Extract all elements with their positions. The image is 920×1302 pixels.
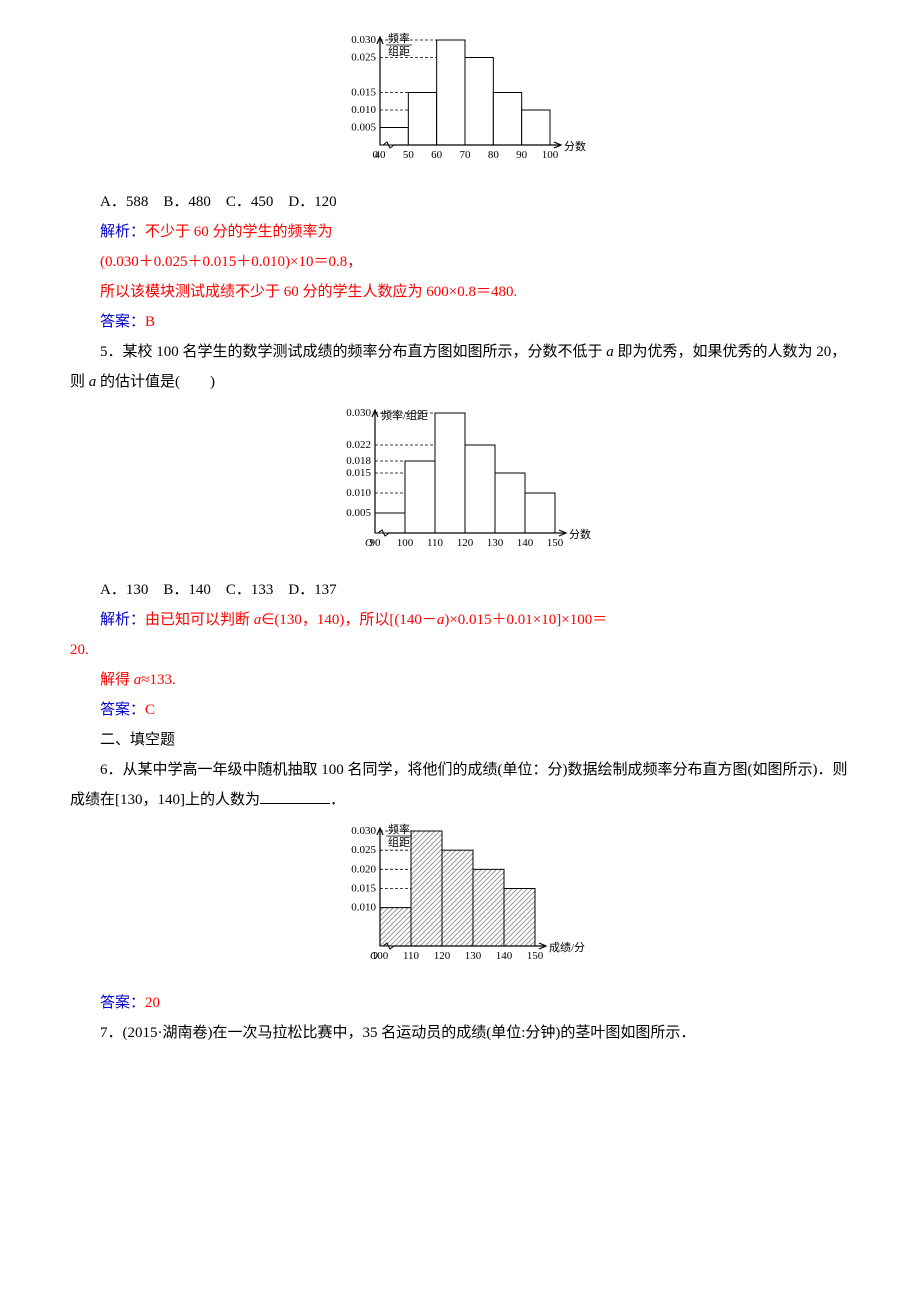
svg-text:0.022: 0.022 xyxy=(346,439,371,451)
explain-text: 由已知可以判断 a∈(130，140)，所以[(140－a)×0.015＋0.0… xyxy=(145,612,607,628)
explain-label: 解析： xyxy=(100,612,145,628)
svg-text:0: 0 xyxy=(373,149,379,161)
svg-text:100: 100 xyxy=(542,149,559,161)
explain-2-line3: 解得 a≈133. xyxy=(70,665,850,695)
svg-text:0.030: 0.030 xyxy=(351,34,376,46)
svg-text:O: O xyxy=(365,537,373,549)
question-6: 6．从某中学高一年级中随机抽取 100 名同学，将他们的成绩(单位：分)数据绘制… xyxy=(70,755,850,815)
chart-3: 0.0100.0150.0200.0250.030100110120130140… xyxy=(70,821,850,982)
svg-text:0.030: 0.030 xyxy=(346,407,371,419)
section-2-title: 二、填空题 xyxy=(70,725,850,755)
svg-text:0.015: 0.015 xyxy=(346,467,371,479)
svg-text:50: 50 xyxy=(403,149,415,161)
answer-label: 答案： xyxy=(100,995,145,1011)
svg-text:0.005: 0.005 xyxy=(351,122,376,134)
answer-label: 答案： xyxy=(100,314,145,330)
answer-label: 答案： xyxy=(100,702,145,718)
svg-text:150: 150 xyxy=(547,537,564,549)
svg-text:分数: 分数 xyxy=(564,140,586,153)
svg-text:组距: 组距 xyxy=(388,44,410,58)
svg-text:频率/组距: 频率/组距 xyxy=(381,408,428,422)
svg-text:成绩/分: 成绩/分 xyxy=(549,941,585,954)
chart-1: 0.0050.0100.0150.0250.030405060708090100… xyxy=(70,30,850,181)
svg-text:分数: 分数 xyxy=(569,528,591,541)
answer-2: 答案：C xyxy=(70,695,850,725)
svg-text:110: 110 xyxy=(403,950,420,962)
svg-text:0.015: 0.015 xyxy=(351,883,376,895)
svg-text:100: 100 xyxy=(397,537,414,549)
svg-text:130: 130 xyxy=(465,950,482,962)
explain-label: 解析： xyxy=(100,224,145,240)
svg-text:80: 80 xyxy=(488,149,500,161)
svg-text:60: 60 xyxy=(431,149,443,161)
explain-1-line3: 所以该模块测试成绩不少于 60 分的学生人数应为 600×0.8＝480. xyxy=(70,277,850,307)
svg-text:0.018: 0.018 xyxy=(346,455,371,467)
svg-text:140: 140 xyxy=(517,537,534,549)
svg-text:110: 110 xyxy=(427,537,444,549)
svg-text:频率: 频率 xyxy=(388,822,410,836)
svg-text:组距: 组距 xyxy=(388,835,410,849)
svg-text:0.010: 0.010 xyxy=(351,902,376,914)
chart-2: 0.0050.0100.0150.0180.0220.0309010011012… xyxy=(70,403,850,569)
svg-text:0.020: 0.020 xyxy=(351,863,376,875)
options-1: A．588 B．480 C．450 D．120 xyxy=(70,187,850,217)
svg-text:0.025: 0.025 xyxy=(351,844,376,856)
answer-1: 答案：B xyxy=(70,307,850,337)
svg-text:150: 150 xyxy=(527,950,544,962)
explain-text: 不少于 60 分的学生的频率为 xyxy=(145,224,333,240)
svg-text:140: 140 xyxy=(496,950,513,962)
svg-text:0.025: 0.025 xyxy=(351,52,376,64)
explain-1-line1: 解析：不少于 60 分的学生的频率为 xyxy=(70,217,850,247)
svg-text:0.030: 0.030 xyxy=(351,825,376,837)
svg-text:0.005: 0.005 xyxy=(346,507,371,519)
answer-value: 20 xyxy=(145,995,160,1011)
svg-text:0.010: 0.010 xyxy=(346,487,371,499)
question-7: 7．(2015·湖南卷)在一次马拉松比赛中，35 名运动员的成绩(单位:分钟)的… xyxy=(70,1018,850,1048)
answer-value: C xyxy=(145,702,155,718)
svg-text:70: 70 xyxy=(460,149,472,161)
svg-text:130: 130 xyxy=(487,537,504,549)
svg-text:120: 120 xyxy=(434,950,451,962)
answer-3: 答案：20 xyxy=(70,988,850,1018)
svg-text:0.010: 0.010 xyxy=(351,104,376,116)
explain-2-line1: 解析：由已知可以判断 a∈(130，140)，所以[(140－a)×0.015＋… xyxy=(70,605,850,635)
question-5: 5．某校 100 名学生的数学测试成绩的频率分布直方图如图所示，分数不低于 a … xyxy=(70,337,850,397)
explain-1-line2: (0.030＋0.025＋0.015＋0.010)×10＝0.8， xyxy=(70,247,850,277)
svg-text:O: O xyxy=(370,950,378,962)
blank-field xyxy=(260,788,330,804)
svg-text:90: 90 xyxy=(516,149,528,161)
svg-text:频率: 频率 xyxy=(388,31,410,45)
options-2: A．130 B．140 C．133 D．137 xyxy=(70,575,850,605)
answer-value: B xyxy=(145,314,155,330)
explain-2-line2: 20. xyxy=(70,635,850,665)
svg-text:0.015: 0.015 xyxy=(351,87,376,99)
svg-text:120: 120 xyxy=(457,537,474,549)
